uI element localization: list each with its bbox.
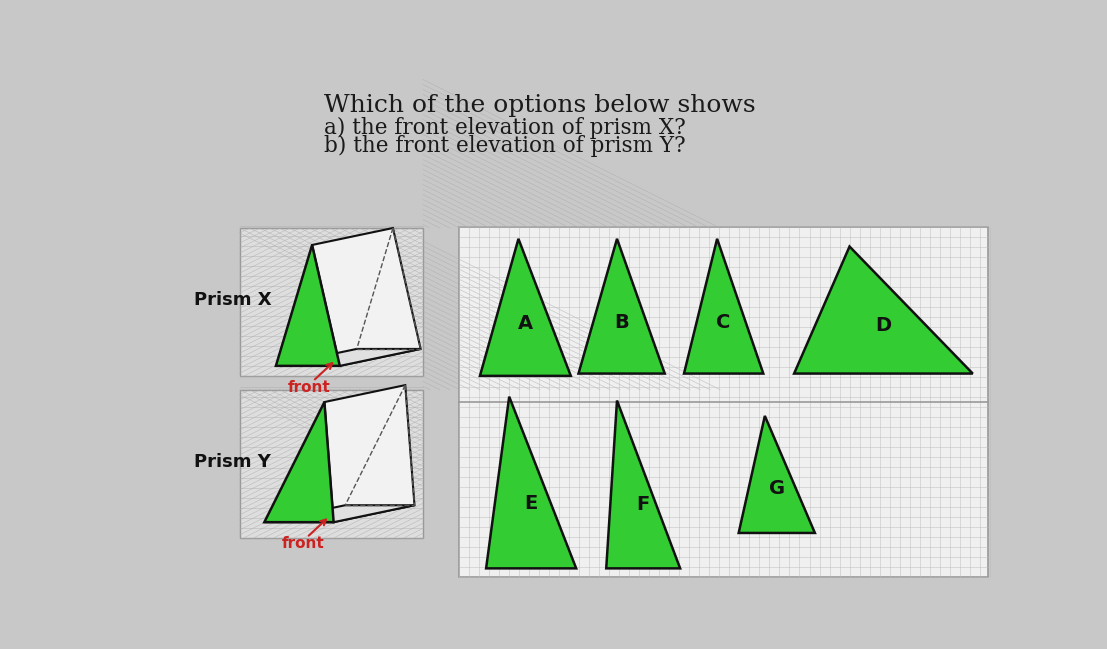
Polygon shape [480, 239, 571, 376]
Polygon shape [794, 247, 973, 374]
Text: G: G [768, 479, 785, 498]
Text: a) the front elevation of prism X?: a) the front elevation of prism X? [324, 117, 686, 140]
Polygon shape [265, 505, 414, 522]
Polygon shape [276, 245, 340, 366]
Text: b) the front elevation of prism Y?: b) the front elevation of prism Y? [324, 135, 686, 157]
Bar [240, 228, 423, 376]
Text: Prism X: Prism X [194, 291, 271, 310]
Polygon shape [607, 400, 680, 569]
Text: Prism Y: Prism Y [194, 453, 270, 471]
Polygon shape [276, 349, 421, 366]
Polygon shape [684, 239, 764, 374]
Polygon shape [324, 385, 414, 522]
Polygon shape [312, 228, 421, 366]
Polygon shape [579, 239, 664, 374]
Polygon shape [265, 402, 333, 522]
Text: A: A [518, 314, 532, 334]
Text: C: C [716, 313, 731, 332]
Text: front: front [288, 380, 330, 395]
Text: Which of the options below shows: Which of the options below shows [324, 94, 756, 117]
Bar [459, 227, 989, 577]
Bar [240, 390, 423, 537]
Polygon shape [486, 397, 576, 569]
Text: B: B [614, 313, 629, 332]
Text: E: E [525, 494, 538, 513]
Text: front: front [281, 536, 324, 551]
Polygon shape [738, 416, 815, 533]
Text: D: D [876, 316, 891, 335]
Text: F: F [637, 495, 650, 514]
